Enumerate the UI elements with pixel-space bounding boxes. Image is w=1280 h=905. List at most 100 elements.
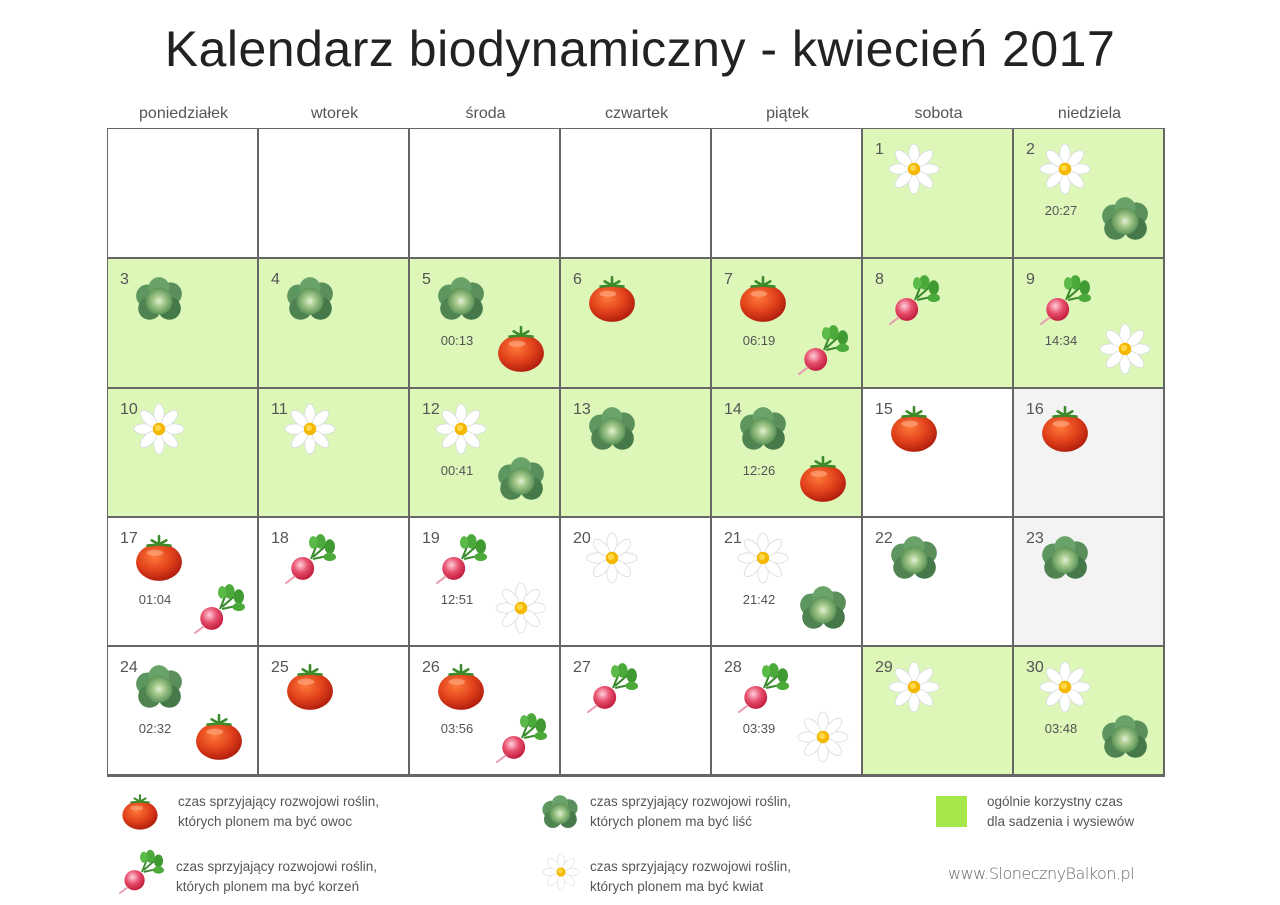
day-cell: 2 20:27: [1014, 129, 1163, 257]
cabbage-icon: [495, 453, 547, 505]
transition-time: 02:32: [138, 721, 172, 736]
tomato-icon: [120, 792, 160, 832]
day-number: 24: [120, 659, 138, 676]
calendar-grid: 1 2 20:27 3 4 5 00:13 6 7 06:19 8 9 14:34 10 11 12 00:41…: [107, 128, 1165, 777]
day-cell: 18: [259, 518, 408, 645]
weekday-label: wtorek: [310, 105, 359, 122]
daisy-icon: [586, 532, 638, 584]
day-cell: 27: [561, 647, 710, 774]
cabbage-icon: [284, 273, 336, 325]
day-cell: 6: [561, 259, 710, 387]
tomato-icon: [888, 403, 940, 455]
transition-time: 14:34: [1044, 333, 1078, 348]
day-number: 5: [422, 271, 431, 288]
daisy-icon: [888, 143, 940, 195]
cabbage-icon: [540, 792, 580, 832]
legend-text: których plonem ma być korzeń: [176, 879, 360, 894]
transition-time: 20:27: [1044, 203, 1078, 218]
legend-text: czas sprzyjający rozwojowi roślin,: [590, 859, 792, 874]
transition-time: 12:51: [440, 592, 474, 607]
day-number: 13: [573, 401, 591, 418]
legend-text: czas sprzyjający rozwojowi roślin,: [178, 794, 380, 809]
day-cell: 15: [863, 389, 1012, 516]
day-number: 15: [875, 401, 893, 418]
cabbage-icon: [1099, 193, 1151, 245]
weekday-label: czwartek: [604, 105, 669, 122]
tomato-icon: [737, 273, 789, 325]
transition-time: 00:41: [440, 463, 474, 478]
day-cell: 19 12:51: [410, 518, 559, 645]
day-number: 19: [422, 530, 440, 547]
page-title: Kalendarz biodynamiczny - kwiecień 2017: [164, 21, 1116, 77]
day-number: 9: [1026, 271, 1035, 288]
tomato-icon: [284, 661, 336, 713]
day-number: 4: [271, 271, 280, 288]
day-cell: 14 12:26: [712, 389, 861, 516]
radish-icon: [1039, 273, 1091, 325]
day-number: 8: [875, 271, 884, 288]
day-number: 29: [875, 659, 893, 676]
radish-icon: [435, 532, 487, 584]
day-number: 18: [271, 530, 289, 547]
empty-cell: [712, 129, 861, 257]
cabbage-icon: [1039, 532, 1091, 584]
legend-general: ogólnie korzystny czas dla sadzenia i wy…: [987, 792, 1134, 832]
day-cell: 9 14:34: [1014, 259, 1163, 387]
tomato-icon: [495, 323, 547, 375]
day-cell: 25: [259, 647, 408, 774]
day-cell: 13: [561, 389, 710, 516]
day-number: 17: [120, 530, 138, 547]
weekday-label: piątek: [766, 105, 809, 122]
day-cell: 12 00:41: [410, 389, 559, 516]
daisy-icon: [133, 403, 185, 455]
radish-icon: [118, 848, 164, 894]
day-number: 28: [724, 659, 742, 676]
day-cell: 24 02:32: [108, 647, 257, 774]
day-number: 1: [875, 141, 884, 158]
tomato-icon: [586, 273, 638, 325]
legend-leaf: czas sprzyjający rozwojowi roślin, który…: [590, 792, 791, 832]
transition-time: 00:13: [440, 333, 474, 348]
daisy-icon: [737, 532, 789, 584]
day-cell: 4: [259, 259, 408, 387]
day-cell: 29: [863, 647, 1012, 774]
transition-time: 12:26: [742, 463, 776, 478]
legend-text: których plonem ma być kwiat: [590, 879, 764, 894]
weekday-label: poniedziałek: [139, 105, 228, 122]
daisy-icon: [542, 853, 580, 891]
cabbage-icon: [797, 582, 849, 634]
transition-time: 21:42: [742, 592, 776, 607]
transition-time: 01:04: [138, 592, 172, 607]
legend-text: czas sprzyjający rozwojowi roślin,: [176, 859, 378, 874]
day-cell: 3: [108, 259, 257, 387]
tomato-icon: [435, 661, 487, 713]
day-number: 14: [724, 401, 742, 418]
radish-icon: [586, 661, 638, 713]
empty-cell: [108, 129, 257, 257]
day-number: 27: [573, 659, 591, 676]
day-number: 16: [1026, 401, 1044, 418]
legend-text: ogólnie korzystny czas: [987, 794, 1123, 809]
cabbage-icon: [1099, 711, 1151, 763]
transition-time: 06:19: [742, 333, 776, 348]
day-number: 11: [271, 401, 288, 418]
day-number: 6: [573, 271, 582, 288]
legend-root: czas sprzyjający rozwojowi roślin, który…: [176, 857, 377, 897]
daisy-icon: [495, 582, 547, 634]
website-link[interactable]: www.SlonecznyBalkon.pl: [948, 864, 1135, 883]
legend-text: których plonem ma być liść: [590, 814, 753, 829]
day-cell: 5 00:13: [410, 259, 559, 387]
day-cell: 11: [259, 389, 408, 516]
cabbage-icon: [133, 661, 185, 713]
day-cell: 8: [863, 259, 1012, 387]
day-number: 23: [1026, 530, 1044, 547]
day-number: 7: [724, 271, 733, 288]
day-cell: 26 03:56: [410, 647, 559, 774]
weekday-label: sobota: [914, 105, 963, 122]
cabbage-icon: [133, 273, 185, 325]
transition-time: 03:39: [742, 721, 776, 736]
transition-time: 03:48: [1044, 721, 1078, 736]
day-number: 30: [1026, 659, 1044, 676]
weekday-label: środa: [465, 105, 506, 122]
day-cell: 7 06:19: [712, 259, 861, 387]
